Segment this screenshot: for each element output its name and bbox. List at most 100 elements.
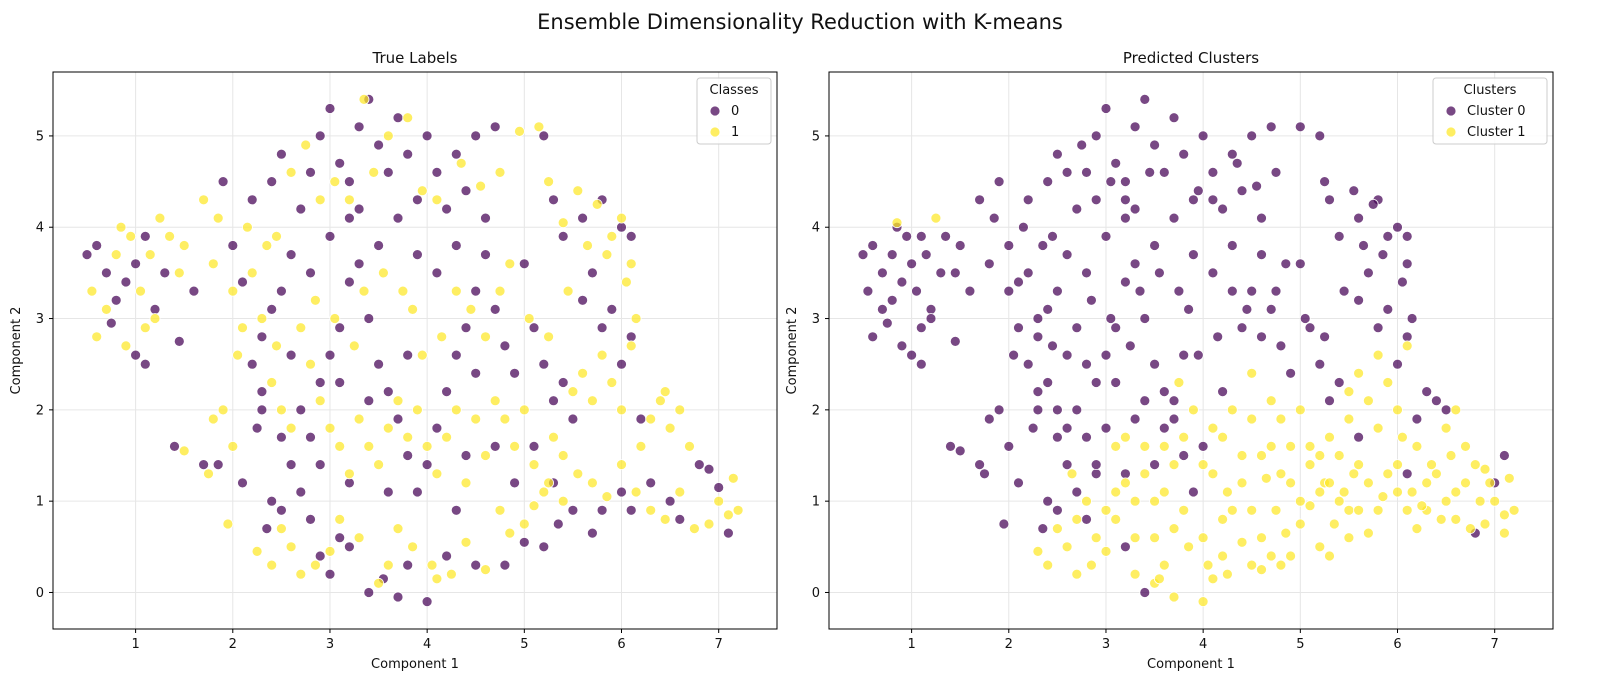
scatter-point-series-0	[1168, 413, 1180, 425]
scatter-point-series-0	[1120, 176, 1131, 188]
scatter-point-series-0	[159, 267, 171, 279]
scatter-point-series-0	[431, 166, 443, 178]
scatter-point-series-1	[295, 568, 307, 580]
scatter-point-series-0	[1120, 194, 1131, 206]
scatter-point-series-0	[489, 440, 501, 452]
scatter-point-series-0	[867, 240, 879, 251]
scatter-point-series-1	[1236, 477, 1248, 489]
scatter-point-series-1	[625, 340, 637, 352]
scatter-point-series-0	[998, 518, 1010, 530]
scatter-point-series-0	[896, 340, 908, 352]
scatter-point-series-0	[1158, 166, 1170, 178]
scatter-point-series-0	[314, 377, 326, 388]
scatter-point-series-0	[275, 504, 287, 516]
scatter-point-series-1	[659, 514, 671, 525]
scatter-point-series-0	[392, 112, 404, 124]
scatter-point-series-0	[1013, 477, 1024, 489]
scatter-point-series-1	[1061, 541, 1073, 553]
scatter-point-series-1	[207, 413, 219, 425]
scatter-point-series-0	[1367, 198, 1379, 210]
scatter-point-series-1	[1222, 486, 1233, 498]
scatter-point-series-1	[256, 313, 268, 324]
scatter-point-series-1	[86, 285, 98, 297]
scatter-point-series-1	[1489, 495, 1501, 507]
scatter-point-series-0	[867, 331, 879, 343]
scatter-point-series-1	[1158, 559, 1170, 571]
scatter-point-series-0	[538, 358, 550, 370]
scatter-point-series-0	[343, 477, 355, 489]
scatter-point-series-1	[1372, 422, 1384, 434]
scatter-point-series-0	[470, 285, 482, 297]
scatter-point-series-0	[353, 203, 365, 215]
scatter-point-series-0	[1285, 367, 1296, 379]
scatter-point-series-1	[1154, 573, 1165, 585]
plot-frame	[52, 71, 778, 630]
scatter-point-series-0	[149, 303, 161, 315]
scatter-point-series-0	[1207, 166, 1219, 178]
scatter-point-series-0	[285, 349, 297, 361]
scatter-point-series-1	[1416, 500, 1428, 512]
figure-title: Ensemble Dimensionality Reduction with K…	[537, 10, 1063, 34]
scatter-point-series-1	[1440, 495, 1452, 507]
scatter-point-series-1	[557, 217, 569, 229]
scatter-point-series-0	[877, 303, 888, 315]
scatter-point-series-1	[1178, 431, 1190, 443]
scatter-point-series-0	[275, 285, 287, 297]
scatter-point-series-1	[1129, 568, 1141, 580]
scatter-point-series-1	[655, 395, 666, 407]
scatter-point-series-0	[1392, 358, 1403, 370]
scatter-point-series-1	[1343, 413, 1355, 425]
scatter-point-series-0	[993, 176, 1005, 188]
scatter-point-series-0	[266, 495, 278, 507]
scatter-points	[81, 94, 744, 607]
scatter-point-series-0	[1251, 180, 1262, 192]
scatter-point-series-0	[1149, 139, 1160, 151]
scatter-point-series-1	[1066, 468, 1078, 480]
scatter-point-series-1	[1372, 504, 1384, 516]
scatter-point-series-0	[256, 331, 268, 343]
scatter-point-series-0	[1256, 212, 1267, 224]
scatter-point-series-0	[1499, 450, 1510, 461]
scatter-point-series-0	[862, 285, 874, 297]
scatter-point-series-1	[203, 468, 214, 480]
scatter-point-series-0	[886, 294, 898, 306]
scatter-point-series-1	[1503, 472, 1515, 484]
scatter-point-series-0	[1324, 395, 1335, 407]
scatter-point-series-1	[1343, 386, 1355, 398]
scatter-point-series-0	[1120, 212, 1131, 224]
plot-frame	[828, 71, 1554, 630]
scatter-point-series-0	[1037, 523, 1049, 534]
scatter-point-series-0	[305, 431, 316, 443]
x-tick-label: 4	[1199, 637, 1207, 652]
scatter-point-series-0	[1363, 267, 1374, 279]
scatter-point-series-0	[266, 303, 278, 315]
scatter-point-series-1	[1324, 431, 1335, 443]
scatter-point-series-0	[1401, 230, 1413, 242]
scatter-point-series-1	[494, 166, 506, 178]
scatter-point-series-0	[1100, 103, 1112, 114]
scatter-point-series-1	[587, 477, 598, 489]
scatter-point-series-1	[110, 249, 122, 261]
y-axis-label: Component 2	[785, 307, 800, 395]
scatter-point-series-1	[1183, 541, 1194, 553]
scatter-point-series-1	[1484, 477, 1496, 489]
scatter-point-series-1	[363, 440, 375, 452]
scatter-point-series-0	[1124, 340, 1136, 352]
y-tick-label: 0	[812, 586, 820, 601]
scatter-point-series-0	[246, 194, 258, 206]
scatter-point-series-0	[392, 413, 404, 425]
scatter-point-series-0	[1086, 294, 1097, 306]
scatter-point-series-0	[1421, 386, 1433, 398]
scatter-point-series-1	[309, 559, 321, 571]
scatter-point-series-1	[543, 477, 554, 489]
scatter-point-series-1	[1460, 477, 1471, 489]
scatter-point-series-0	[1032, 313, 1044, 324]
scatter-point-series-0	[616, 486, 627, 498]
scatter-point-series-1	[324, 422, 336, 434]
scatter-point-series-0	[993, 404, 1005, 416]
scatter-point-series-0	[1256, 331, 1267, 343]
x-tick-label: 7	[715, 637, 723, 652]
scatter-point-series-1	[518, 404, 530, 416]
scatter-point-series-1	[450, 404, 462, 416]
scatter-point-series-0	[1022, 194, 1034, 206]
